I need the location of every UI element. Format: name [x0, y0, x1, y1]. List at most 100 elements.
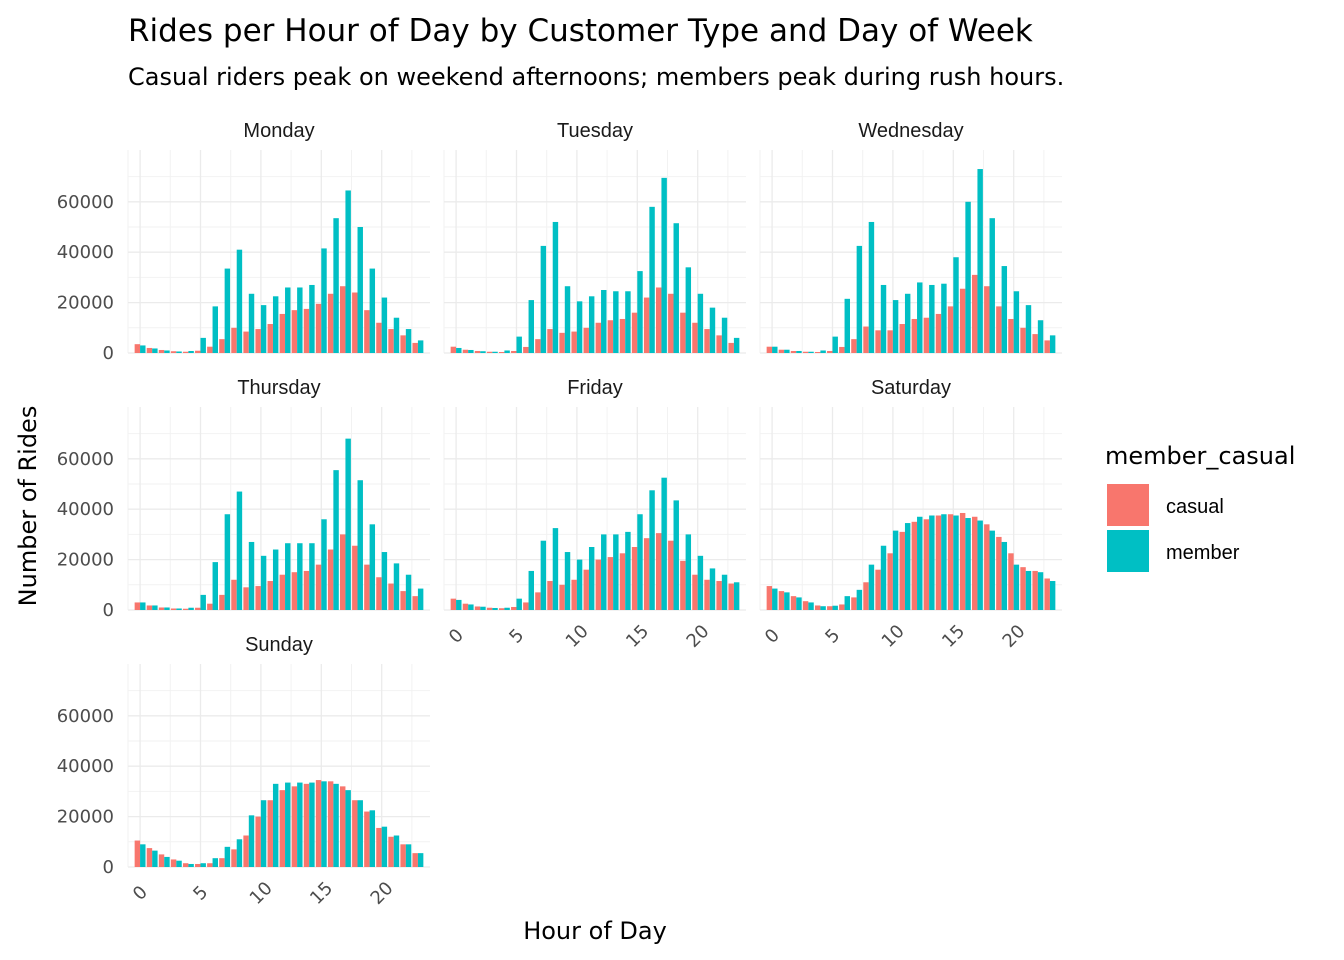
bar-member	[892, 300, 899, 353]
bar-casual	[778, 591, 785, 610]
bar-member	[272, 296, 279, 353]
legend-title: member_casual	[1105, 442, 1295, 470]
bar-member	[260, 800, 267, 867]
bar-member	[929, 284, 935, 353]
bar-casual	[450, 346, 457, 353]
bar-casual	[352, 800, 358, 867]
bar-casual	[134, 840, 141, 867]
bar-member	[965, 518, 971, 610]
bar-casual	[219, 594, 225, 610]
y-tick-label: 0	[103, 600, 114, 621]
bar-casual	[619, 318, 626, 353]
bar-member	[796, 597, 802, 610]
bar-casual	[474, 606, 481, 610]
bar-member	[224, 514, 231, 610]
facet-panel: Wednesday	[759, 120, 1062, 354]
bar-casual	[984, 286, 990, 353]
bar-casual	[704, 329, 710, 353]
y-tick-label: 40000	[57, 242, 114, 263]
bar-member	[381, 552, 388, 610]
bar-member	[393, 563, 400, 610]
bar-casual	[523, 602, 529, 610]
bar-casual	[170, 608, 177, 610]
bar-member	[321, 519, 327, 610]
bar-member	[856, 245, 863, 353]
bar-casual	[303, 783, 310, 867]
bar-casual	[923, 519, 930, 610]
bar-member	[212, 306, 218, 353]
facet-label: Sunday	[245, 634, 313, 656]
bar-member	[285, 287, 291, 353]
x-tick-label: 15	[306, 878, 337, 909]
bar-member	[1049, 581, 1056, 610]
bar-member	[164, 607, 170, 610]
x-tick-label: 5	[505, 625, 528, 648]
bar-casual	[134, 344, 141, 353]
facet-label: Saturday	[871, 377, 951, 399]
bar-member	[1001, 266, 1008, 353]
bar-member	[588, 547, 595, 610]
bar-member	[820, 350, 826, 353]
bar-member	[989, 530, 995, 610]
bar-casual	[704, 579, 710, 610]
bar-member	[272, 783, 279, 867]
bar-member	[480, 351, 486, 353]
bar-member	[297, 782, 303, 867]
bar-casual	[1044, 578, 1050, 610]
bar-member	[540, 540, 547, 610]
bar-casual	[535, 592, 541, 610]
bar-member	[733, 337, 740, 353]
bar-member	[140, 844, 146, 867]
bar-casual	[547, 581, 553, 610]
y-tick-label: 20000	[57, 550, 114, 571]
bar-member	[868, 221, 875, 353]
bar-member	[260, 305, 267, 353]
bar-member	[357, 227, 363, 353]
x-tick-label: 5	[189, 882, 212, 905]
bar-member	[1013, 291, 1020, 353]
bar-member	[917, 282, 923, 353]
bar-member	[697, 555, 704, 610]
bar-member	[832, 605, 838, 610]
bar-member	[333, 218, 339, 353]
bar-casual	[474, 350, 481, 353]
bar-member	[1037, 320, 1044, 353]
bar-casual	[839, 604, 845, 610]
bar-casual	[400, 844, 406, 867]
bar-casual	[839, 346, 845, 353]
bar-casual	[1032, 334, 1038, 353]
bar-member	[685, 267, 692, 353]
facet-panel: Sunday 0 20000 40000 60000 0 5 10 15 20	[57, 634, 430, 909]
bar-casual	[1044, 340, 1050, 353]
bar-casual	[450, 598, 457, 610]
bar-casual	[158, 349, 165, 353]
y-tick-label: 60000	[57, 192, 114, 213]
bar-casual	[340, 534, 346, 610]
bar-member	[808, 602, 814, 610]
bar-member	[248, 815, 255, 867]
bar-member	[333, 783, 339, 867]
bar-member	[856, 589, 863, 610]
bar-casual	[631, 547, 638, 610]
bar-member	[309, 782, 315, 867]
bar-casual	[935, 515, 942, 610]
bar-member	[504, 607, 510, 610]
bar-casual	[195, 350, 201, 353]
bar-casual	[1032, 570, 1038, 610]
bar-member	[381, 826, 388, 867]
bar-member	[248, 541, 255, 610]
bar-casual	[231, 849, 237, 867]
bar-casual	[255, 586, 261, 610]
bar-casual	[146, 848, 153, 867]
bar-casual	[1008, 553, 1014, 610]
bar-member	[357, 480, 363, 610]
y-tick-label: 60000	[57, 449, 114, 470]
bar-member	[176, 351, 182, 353]
bar-casual	[340, 786, 346, 867]
bar-casual	[692, 322, 698, 353]
bar-member	[140, 602, 146, 610]
bar-casual	[643, 297, 650, 353]
bar-casual	[583, 327, 589, 353]
bar-member	[236, 491, 243, 610]
